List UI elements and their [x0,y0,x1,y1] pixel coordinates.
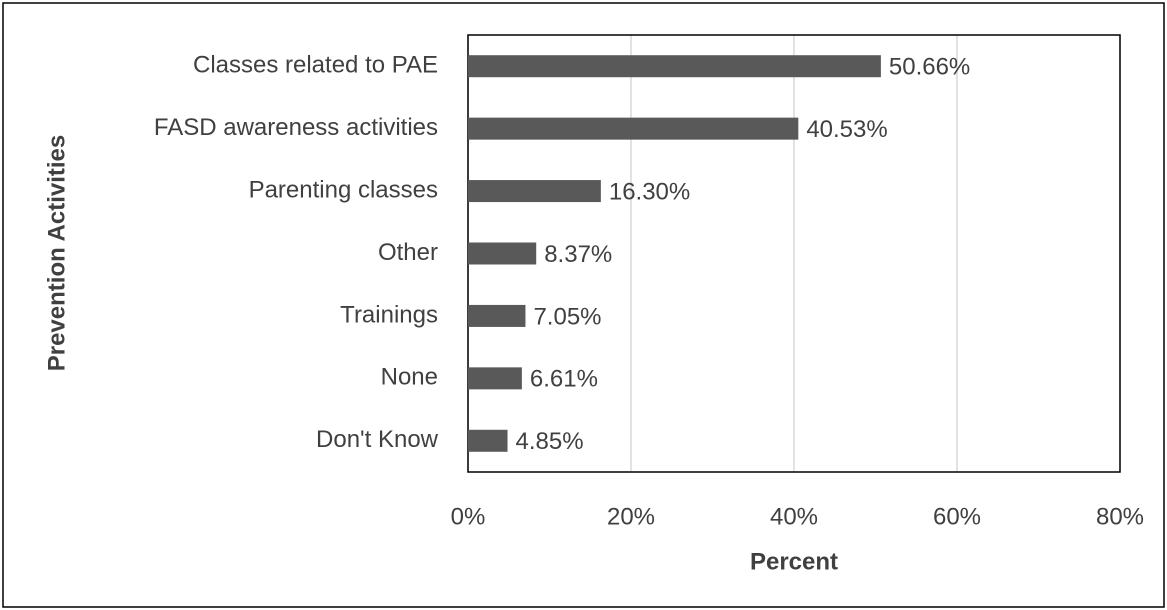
data-label: 8.37% [544,241,612,268]
y-tick-label: Trainings [340,301,438,328]
y-tick-label: Don't Know [316,426,439,453]
y-tick-label: None [381,364,438,391]
x-tick-label: 60% [933,503,981,530]
data-label: 4.85% [516,428,584,455]
x-tick-label: 0% [451,503,486,530]
data-label: 40.53% [806,116,887,143]
data-label: 50.66% [889,54,970,81]
data-label: 6.61% [530,366,598,393]
y-tick-label: Other [378,239,438,266]
bar [468,367,522,390]
x-tick-label: 40% [770,503,818,530]
bar [468,180,601,203]
data-label: 7.05% [533,303,601,330]
x-tick-label: 20% [607,503,655,530]
bar [468,429,508,452]
x-axis-title: Percent [750,548,838,575]
y-tick-label: Classes related to PAE [193,52,438,79]
bar [468,304,526,327]
y-tick-label: Parenting classes [249,176,438,203]
data-label: 16.30% [609,178,690,205]
bar [468,242,537,265]
y-tick-label: FASD awareness activities [154,114,438,141]
bar [468,55,881,78]
y-axis-title: Prevention Activities [43,135,70,372]
bar [468,117,799,140]
x-tick-label: 80% [1096,503,1144,530]
